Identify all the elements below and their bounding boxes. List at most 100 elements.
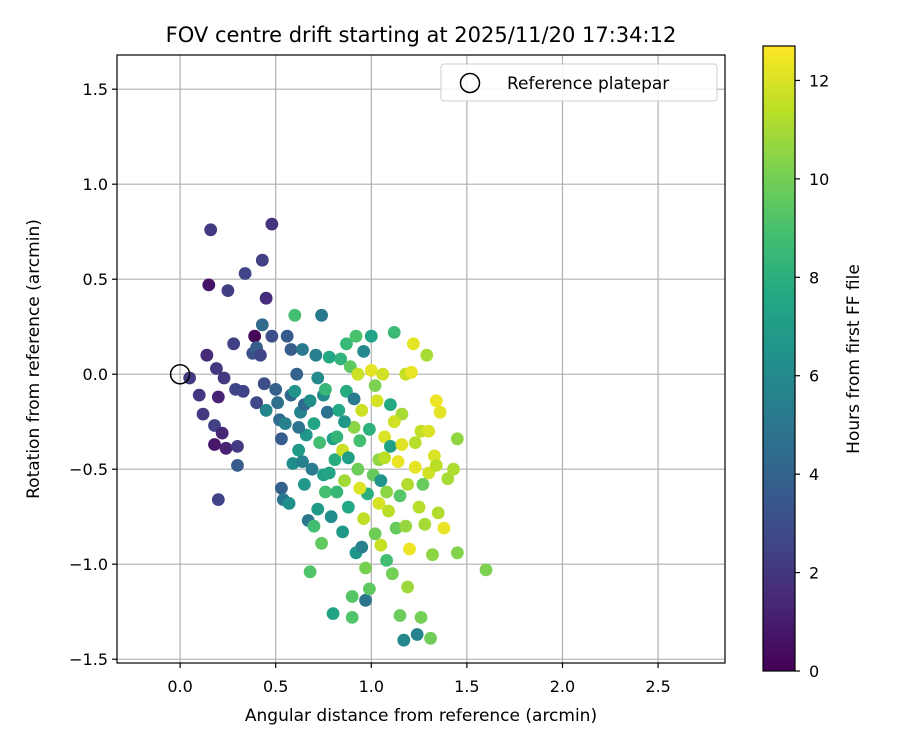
data-point bbox=[313, 436, 327, 449]
data-point bbox=[345, 590, 359, 603]
data-point bbox=[384, 440, 397, 453]
data-point bbox=[384, 398, 397, 411]
data-point bbox=[238, 267, 252, 280]
x-tick-label: 1.5 bbox=[454, 677, 479, 696]
data-point bbox=[441, 472, 455, 486]
data-point bbox=[410, 628, 424, 641]
data-point bbox=[368, 527, 382, 541]
data-point bbox=[303, 565, 317, 579]
data-point bbox=[479, 563, 493, 577]
data-point bbox=[429, 459, 443, 472]
data-point bbox=[227, 337, 241, 351]
data-point bbox=[368, 379, 382, 392]
data-point bbox=[330, 430, 344, 444]
data-point bbox=[250, 396, 263, 410]
data-point bbox=[309, 348, 323, 362]
legend-open-circle-icon bbox=[459, 72, 481, 94]
data-point bbox=[288, 308, 302, 322]
data-point bbox=[259, 403, 273, 417]
data-point bbox=[353, 481, 367, 495]
data-point bbox=[296, 343, 309, 356]
x-tick-label: 2.5 bbox=[645, 677, 670, 696]
chart-title: FOV centre drift starting at 2025/11/20 … bbox=[166, 23, 677, 47]
data-point bbox=[208, 438, 221, 451]
data-point bbox=[433, 405, 447, 419]
data-point bbox=[399, 519, 413, 533]
data-point bbox=[275, 481, 288, 495]
data-point bbox=[292, 421, 306, 434]
data-point bbox=[347, 392, 361, 406]
data-point bbox=[447, 462, 460, 476]
data-point bbox=[389, 521, 403, 535]
data-point bbox=[265, 217, 279, 231]
data-point bbox=[364, 329, 378, 343]
data-point bbox=[231, 440, 244, 453]
data-point bbox=[403, 542, 416, 556]
data-point bbox=[311, 502, 325, 516]
data-point bbox=[408, 460, 422, 474]
data-point bbox=[280, 329, 294, 343]
y-axis-ticks: 1.5 1.0 0.5 0.0 −0.5 −1.0 −1.5 bbox=[69, 80, 117, 669]
data-point bbox=[450, 546, 464, 560]
data-point bbox=[255, 253, 269, 267]
data-point bbox=[221, 284, 235, 297]
data-point bbox=[192, 388, 206, 402]
x-tick-label: 0.0 bbox=[167, 677, 192, 696]
data-point bbox=[416, 478, 430, 491]
y-tick-label: 1.0 bbox=[83, 175, 108, 194]
data-point bbox=[408, 436, 422, 449]
colorbar-tick-label: 4 bbox=[809, 465, 819, 484]
reference-platepar-marker bbox=[169, 363, 191, 385]
colorbar-tick-label: 10 bbox=[809, 170, 829, 189]
data-point bbox=[357, 345, 371, 358]
data-point bbox=[395, 438, 409, 451]
data-point bbox=[374, 538, 388, 552]
x-axis-ticks: 0.0 0.5 1.0 1.5 2.0 2.5 bbox=[167, 663, 671, 696]
data-point bbox=[349, 329, 363, 343]
data-point bbox=[297, 478, 311, 491]
data-point bbox=[387, 326, 401, 339]
data-point bbox=[292, 443, 306, 457]
data-point bbox=[362, 582, 376, 596]
data-point bbox=[305, 462, 319, 476]
data-point bbox=[210, 362, 223, 375]
data-point bbox=[391, 455, 405, 468]
grid bbox=[117, 55, 725, 663]
data-point bbox=[426, 548, 439, 562]
colorbar-label: Hours from first FF file bbox=[844, 264, 864, 454]
data-point bbox=[406, 337, 420, 351]
data-point bbox=[420, 348, 434, 362]
data-point bbox=[275, 432, 288, 446]
data-point bbox=[353, 434, 367, 448]
y-tick-label: −1.5 bbox=[69, 650, 108, 669]
data-point bbox=[320, 405, 334, 419]
colorbar-tick-label: 12 bbox=[809, 71, 829, 90]
data-point bbox=[450, 432, 464, 446]
data-point bbox=[211, 390, 225, 404]
data-point bbox=[307, 519, 321, 533]
data-point bbox=[341, 500, 355, 514]
data-point bbox=[351, 367, 365, 381]
data-point bbox=[380, 554, 393, 567]
data-points bbox=[183, 217, 493, 647]
data-point bbox=[431, 506, 445, 520]
data-point bbox=[202, 278, 216, 292]
legend-box bbox=[440, 63, 718, 102]
data-point bbox=[271, 396, 285, 410]
data-point bbox=[265, 329, 279, 343]
data-point bbox=[338, 474, 351, 487]
data-point bbox=[397, 633, 411, 647]
data-point bbox=[347, 421, 361, 434]
data-point bbox=[259, 291, 273, 305]
data-point bbox=[284, 343, 298, 356]
legend-label: Reference platepar bbox=[507, 74, 669, 94]
data-point bbox=[269, 383, 283, 396]
data-point bbox=[336, 525, 350, 539]
data-point bbox=[278, 417, 292, 430]
data-point bbox=[412, 500, 426, 514]
data-point bbox=[311, 371, 325, 385]
colorbar-tick-label: 6 bbox=[809, 367, 819, 386]
data-point bbox=[364, 364, 378, 377]
y-tick-label: 0.5 bbox=[83, 270, 108, 289]
